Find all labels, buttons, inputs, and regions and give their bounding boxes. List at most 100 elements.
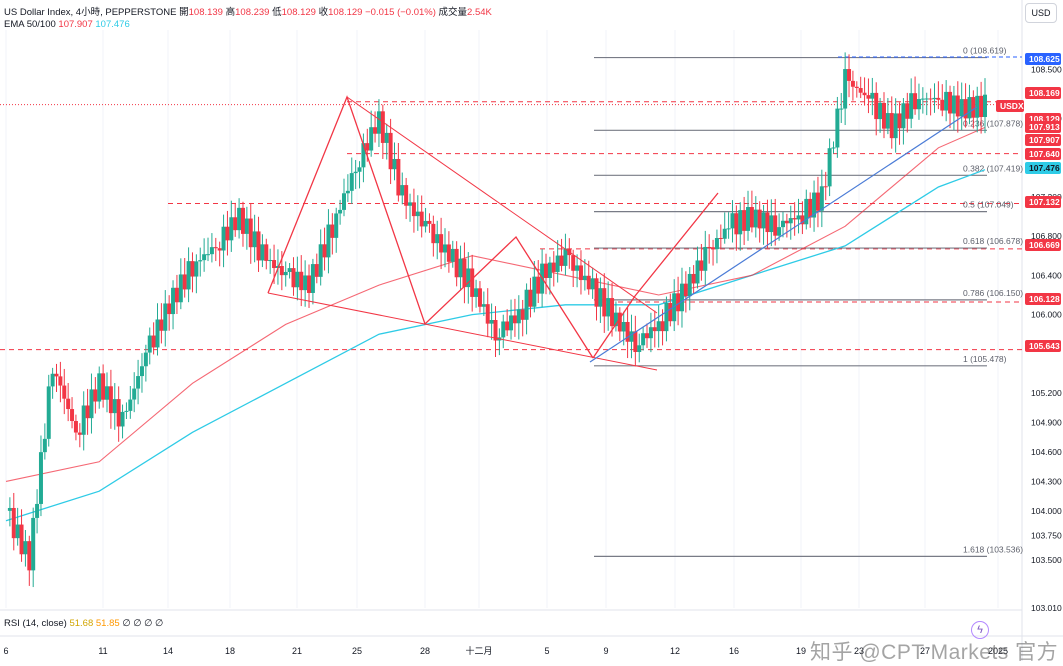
- time-axis-label-5: 25: [352, 646, 362, 656]
- price-axis-label-4: 106.400: [1031, 270, 1062, 280]
- fib-label-0: 0 (108.619): [963, 46, 1007, 56]
- price-tag-bg-9: [1025, 239, 1061, 251]
- candle-body: [349, 173, 354, 191]
- candle-body: [450, 248, 455, 262]
- candle-body: [124, 410, 129, 412]
- candle-body: [326, 224, 331, 258]
- candle-body: [714, 238, 719, 250]
- close-label: 收: [318, 7, 329, 18]
- candle-body: [819, 186, 824, 211]
- time-axis-label-2: 14: [163, 646, 173, 656]
- candle-body: [784, 220, 789, 224]
- candle-body: [411, 202, 416, 217]
- volume-label: 成交量: [438, 7, 468, 18]
- candle-body: [738, 210, 743, 235]
- volume-value: 2.54K: [467, 7, 492, 18]
- candle-body: [586, 275, 591, 290]
- candle-body: [489, 319, 494, 324]
- candle-body: [240, 207, 245, 234]
- candle-body: [505, 321, 510, 331]
- candle-body: [206, 254, 211, 256]
- candle-body: [769, 215, 774, 233]
- candle-body: [105, 386, 110, 400]
- time-axis-label-8: 5: [544, 646, 549, 656]
- candle-body: [97, 373, 102, 402]
- candle-body: [936, 97, 941, 100]
- candle-body: [209, 247, 214, 255]
- candle-body: [757, 209, 762, 229]
- symbol-tag: USDX: [1000, 101, 1024, 111]
- candle-body: [136, 376, 141, 389]
- candle-body: [656, 321, 661, 332]
- candle-body: [928, 98, 933, 100]
- candle-body: [264, 244, 269, 261]
- candle-body: [963, 99, 968, 119]
- candle-body: [213, 247, 218, 249]
- candle-body: [15, 524, 20, 539]
- candle-body: [948, 91, 953, 114]
- candle-body: [679, 283, 684, 312]
- price-tag-bg-10: [1025, 293, 1061, 305]
- candle-body: [272, 260, 277, 269]
- candle-body: [260, 244, 265, 261]
- rsi-empty-values: ∅ ∅ ∅ ∅: [122, 618, 164, 629]
- candle-body: [598, 288, 603, 307]
- candle-body: [831, 147, 836, 149]
- candle-body: [62, 385, 67, 399]
- candle-body: [920, 98, 925, 100]
- candle-body: [590, 278, 595, 290]
- candle-body: [862, 92, 867, 96]
- watermark: 知乎 @CPT Markets 官方: [810, 641, 1059, 664]
- candle-body: [916, 99, 921, 110]
- candle-body: [303, 275, 308, 291]
- candle-body: [435, 234, 440, 244]
- candle-body: [621, 321, 626, 332]
- candle-body: [664, 303, 669, 332]
- candle-body: [730, 213, 735, 229]
- time-axis-label-13: 23: [854, 646, 864, 656]
- candle-body: [198, 260, 203, 262]
- candle-body: [225, 226, 230, 241]
- candle-body: [753, 209, 758, 228]
- candle-body: [633, 331, 638, 353]
- candle-body: [843, 69, 848, 109]
- candle-body: [951, 95, 956, 114]
- candle-body: [466, 268, 471, 288]
- time-axis-label-0: 6: [3, 646, 8, 656]
- candle-body: [171, 287, 176, 315]
- fib-label-7: 1.618 (103.536): [963, 544, 1023, 554]
- candle-body: [279, 265, 284, 276]
- candle-body: [462, 258, 467, 288]
- price-tag-1: 108.169: [1029, 88, 1060, 98]
- candle-body: [42, 438, 47, 453]
- price-axis-label-3: 106.800: [1031, 231, 1062, 241]
- candle-body: [610, 298, 615, 327]
- candle-body: [726, 228, 731, 230]
- price-tag-8: 107.132: [1029, 197, 1060, 207]
- candle-body: [361, 143, 366, 168]
- candle-body: [645, 333, 650, 339]
- price-tag-bg-11: [1025, 340, 1061, 352]
- price-axis-label-6: 105.200: [1031, 388, 1062, 398]
- high-value: 108.239: [235, 7, 270, 18]
- currency-button[interactable]: USD: [1025, 3, 1057, 23]
- candle-body: [885, 113, 890, 129]
- time-axis-label-7: 十二月: [465, 645, 492, 656]
- candle-body: [423, 220, 428, 227]
- price-tag-bg-5: [1025, 134, 1061, 146]
- candle-body: [442, 244, 447, 253]
- candle-body: [944, 91, 949, 111]
- lightning-icon[interactable]: ϟ: [971, 621, 989, 639]
- candle-body: [163, 303, 168, 331]
- candle-body: [897, 113, 902, 129]
- ascending-trendline: [589, 106, 978, 363]
- time-axis-label-10: 12: [670, 646, 680, 656]
- ema-label: EMA 50/100: [4, 19, 56, 30]
- candle-body: [194, 261, 199, 277]
- price-tag-bg-1: [1025, 87, 1061, 99]
- candle-body: [143, 352, 148, 367]
- candle-body: [637, 345, 642, 353]
- candle-body: [683, 283, 688, 297]
- candle-body: [575, 265, 580, 271]
